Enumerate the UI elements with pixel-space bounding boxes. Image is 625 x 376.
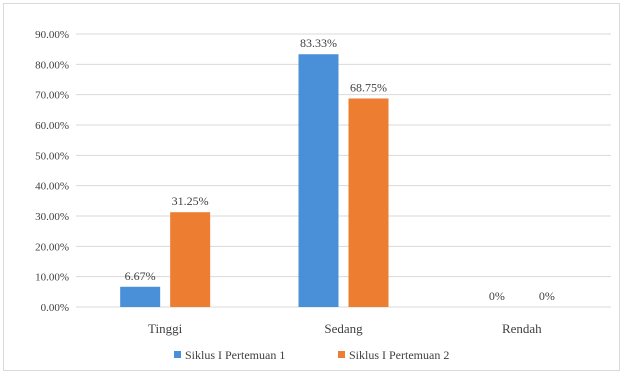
x-tick-label-rendah: Rendah [502,321,542,336]
x-tick-label-sedang: Sedang [324,321,363,336]
data-label-tinggi-series-2: 31.25% [172,194,209,208]
y-tick-label-1: 10.00% [35,272,69,284]
data-label-rendah-series-2: 0% [539,289,555,303]
x-tick-label-tinggi: Tinggi [148,321,183,336]
data-label-rendah-series-1: 0% [489,289,505,303]
legend-label-series-1: Siklus I Pertemuan 1 [185,348,285,362]
y-tick-label-0: 0.00% [41,302,69,314]
y-tick-label-5: 50.00% [35,150,69,162]
y-tick-label-6: 60.00% [35,120,69,132]
bar-tinggi-series-2 [170,212,211,307]
y-tick-label-3: 30.00% [35,211,69,223]
y-tick-label-2: 20.00% [35,241,69,253]
legend-label-series-2: Siklus I Pertemuan 2 [349,348,449,362]
y-tick-label-4: 40.00% [35,181,69,193]
chart-frame: 0.00% 10.00% 20.00% 30.00% 40.00% 50.00% 60.00… [3,3,620,371]
legend-swatch-series-2 [338,351,345,358]
y-tick-label-8: 80.00% [35,59,69,71]
bar-chart: 0.00% 10.00% 20.00% 30.00% 40.00% 50.00% 60.00… [35,29,611,362]
y-tick-label-9: 90.00% [35,29,69,41]
data-label-sedang-series-1: 83.33% [300,36,337,50]
bar-sedang-series-1 [298,54,339,308]
y-tick-label-7: 70.00% [35,90,69,102]
data-label-sedang-series-2: 68.75% [350,80,387,94]
data-label-tinggi-series-1: 6.67% [125,269,156,283]
bar-tinggi-series-1 [120,286,161,307]
bar-sedang-series-2 [348,98,389,307]
legend-swatch-series-1 [174,351,181,358]
